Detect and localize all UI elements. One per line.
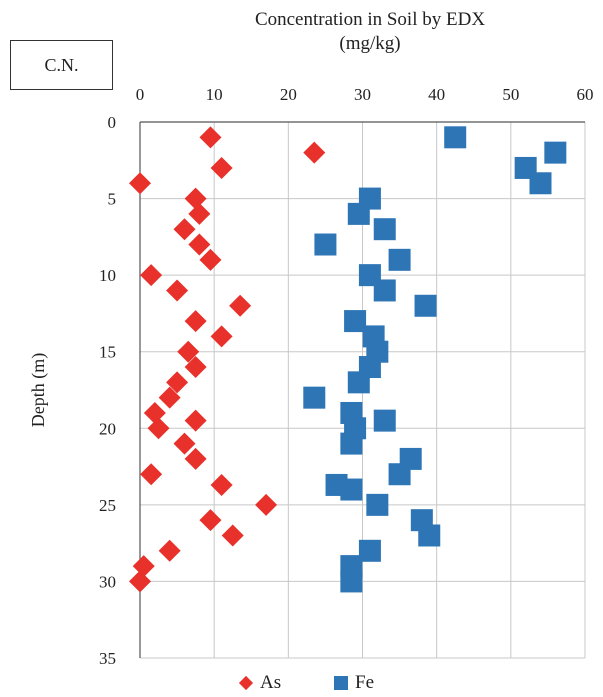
fe-point-28 [418,524,441,547]
fe-point-11 [414,294,437,317]
fe-point-12 [344,310,367,333]
as-point-23 [140,463,163,486]
fe-point-17 [303,386,326,409]
x-tick-label-0: 0 [136,85,145,104]
fe-point-8 [388,248,411,271]
fe-point-7 [314,233,337,256]
series-fe-layer [303,126,567,593]
as-point-16 [166,371,189,394]
x-tick-label-5: 50 [502,85,519,104]
as-point-20 [147,417,170,440]
fe-point-1 [544,141,567,164]
square-icon [334,676,348,690]
panel-label-box: C.N. [10,40,113,90]
series-as-layer [129,126,326,593]
chart-title-line-2: (mg/kg) [339,33,401,54]
as-point-27 [221,524,244,547]
as-point-13 [210,325,233,348]
fe-point-16 [347,371,370,394]
as-point-12 [184,310,207,333]
legend-item-fe: Fe [333,672,374,694]
fe-point-31 [340,570,363,593]
fe-point-3 [529,172,552,195]
as-point-14 [177,340,200,363]
fe-point-25 [340,478,363,501]
as-point-4 [184,187,207,210]
y-tick-label-1: 5 [108,190,117,209]
x-tick-label-3: 30 [354,85,371,104]
y-tick-label-0: 0 [108,113,117,132]
as-point-17 [158,386,181,409]
as-point-0 [199,126,222,149]
as-point-8 [199,248,222,271]
fe-point-19 [373,409,396,432]
legend-label-fe: Fe [355,672,374,693]
fe-point-26 [366,493,389,516]
chart-title: Concentration in Soil by EDX (mg/kg) [150,8,590,56]
fe-point-23 [388,463,411,486]
as-point-1 [303,141,326,164]
as-point-6 [173,218,196,241]
fe-point-21 [340,432,363,455]
fe-point-0 [444,126,467,149]
x-tick-label-6: 60 [577,85,594,104]
x-tick-label-2: 20 [280,85,297,104]
fe-point-6 [373,218,396,241]
as-point-28 [158,539,181,562]
legend-label-as: As [260,672,282,693]
x-tick-label-4: 40 [428,85,445,104]
y-tick-label-7: 35 [99,649,116,668]
as-point-11 [229,294,252,317]
as-point-30 [129,570,151,593]
as-point-21 [173,432,196,455]
as-point-3 [129,172,151,195]
y-tick-label-3: 15 [99,343,116,362]
x-tick-label-1: 10 [206,85,223,104]
as-point-15 [184,356,207,379]
as-point-19 [184,409,207,432]
fe-point-5 [347,202,370,225]
as-point-29 [132,555,155,578]
y-axis-label: Depth (m) [28,353,49,427]
fe-point-10 [373,279,396,302]
tick-label-layer: 0 10 20 30 40 50 60 0 5 10 15 20 25 30 35 [99,85,594,668]
y-tick-label-2: 10 [99,266,116,285]
as-point-9 [140,264,163,287]
as-point-24 [210,473,233,496]
y-tick-label-4: 20 [99,419,116,438]
y-tick-label-6: 30 [99,572,116,591]
as-point-26 [199,509,222,532]
as-point-10 [166,279,189,302]
as-point-22 [184,447,207,470]
diamond-icon [238,675,254,691]
legend-item-as: As [238,672,281,694]
chart-title-line-1: Concentration in Soil by EDX [254,9,486,30]
as-point-5 [188,202,211,225]
as-point-7 [188,233,211,256]
as-point-25 [255,493,278,516]
fe-point-29 [358,539,381,562]
scatter-chart: 0 10 20 30 40 50 60 0 5 10 15 20 25 30 35 Depth (m) [28,85,594,668]
panel-label: C.N. [44,54,79,75]
as-point-18 [143,401,166,424]
y-tick-label-5: 25 [99,496,116,515]
as-point-2 [210,156,233,179]
legend: As Fe [0,672,603,696]
